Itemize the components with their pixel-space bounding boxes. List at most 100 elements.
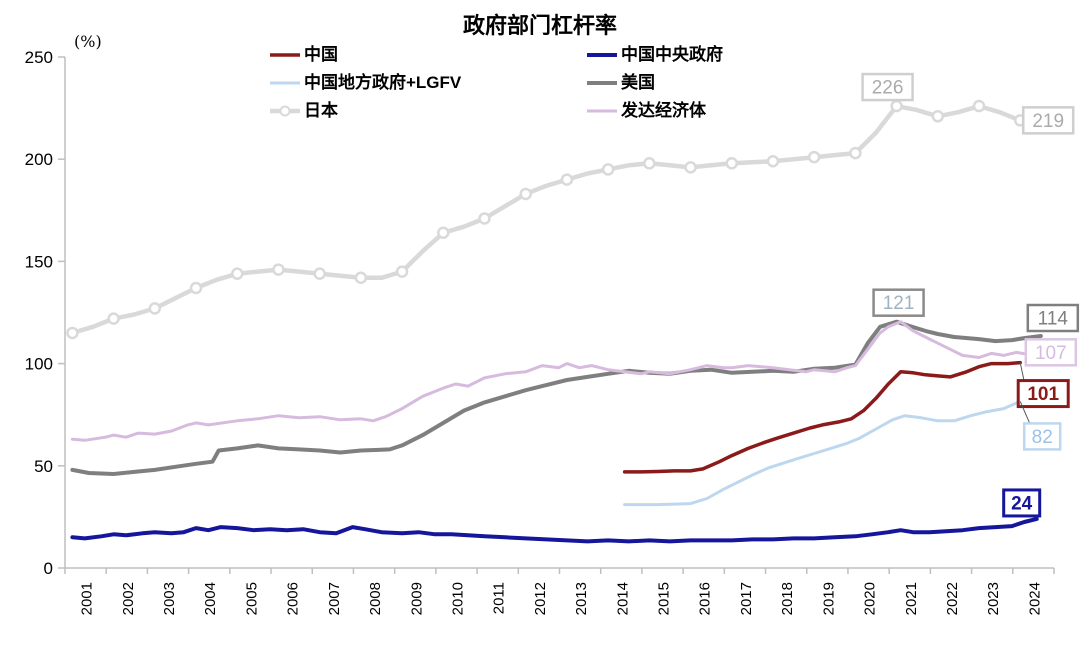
series-marker-japan: [766, 154, 780, 168]
series-marker-japan: [148, 302, 162, 315]
series-marker-japan: [313, 267, 326, 280]
x-tick-label: 2020: [862, 582, 879, 615]
legend-item-developed: 发达经济体: [585, 100, 723, 121]
series-marker-japan: [66, 326, 79, 340]
series-marker-japan: [725, 157, 739, 170]
callout-value-us: 121: [883, 293, 915, 314]
x-tick-label: 2018: [779, 582, 796, 615]
callout-box-82: [1022, 422, 1062, 451]
x-tick-label: 2021: [903, 582, 920, 615]
y-tick-label: 150: [25, 252, 53, 271]
legend-label-central: 中国中央政府: [621, 45, 723, 64]
legend-item-central: 中国中央政府: [585, 44, 723, 65]
x-tick-label: 2019: [820, 582, 837, 615]
x-tick-label: 2003: [161, 582, 178, 615]
x-tick-label: 2002: [120, 582, 137, 615]
x-tick-label: 2005: [243, 582, 260, 615]
series-marker-japan: [395, 265, 409, 278]
callout-box-101: [1016, 379, 1070, 409]
series-marker-japan: [684, 161, 697, 174]
legend-label-us: 美国: [621, 73, 655, 92]
x-tick-label: 2014: [614, 582, 631, 615]
series-marker-japan: [478, 212, 491, 225]
series-marker-japan: [972, 99, 986, 113]
x-tick-label: 2011: [491, 582, 508, 614]
x-tick-label: 2024: [1026, 582, 1043, 615]
series-marker-japan: [107, 312, 120, 325]
callout-value-lgfv: 82: [1032, 427, 1053, 448]
callout-value-central: 24: [1011, 493, 1033, 514]
legend: 中国 中国中央政府中国地方政府+LGFV 美国日本 发达经济体: [268, 44, 723, 121]
callout-box-226: [861, 72, 914, 102]
x-tick-label: 2010: [449, 582, 466, 615]
x-tick-label: 2016: [697, 582, 714, 615]
legend-swatch-marker: [279, 105, 291, 116]
y-axis-unit-label: (%): [74, 32, 102, 51]
x-tick-label: 2017: [738, 582, 755, 615]
legend-swatch-lgfv: [270, 81, 300, 84]
series-line-us: [70, 319, 1043, 476]
series-marker-japan: [849, 146, 862, 160]
x-tick-label: 2001: [79, 582, 96, 615]
legend-item-japan: 日本: [268, 100, 585, 121]
callout-value-developed: 107: [1035, 343, 1067, 364]
callout-box-114: [1026, 303, 1080, 333]
legend-item-us: 美国: [585, 72, 723, 93]
legend-swatch-china: [270, 52, 300, 57]
legend-swatch-developed: [587, 109, 617, 112]
legend-label-developed: 发达经济体: [621, 101, 706, 120]
y-tick-label: 250: [25, 48, 53, 67]
chart-title: 政府部门杠杆率: [462, 13, 617, 38]
series-marker-japan: [519, 187, 532, 201]
callout-value-japan: 219: [1032, 111, 1064, 132]
series-marker-japan: [560, 173, 574, 186]
callout-value-us: 114: [1038, 309, 1069, 330]
callout-leader-line: [1019, 362, 1025, 382]
callout-box-121: [872, 288, 925, 317]
callout-value-japan: 226: [872, 78, 904, 99]
series-marker-japan: [437, 226, 450, 240]
series-marker-japan: [601, 163, 615, 176]
callout-box-107: [1024, 338, 1078, 367]
x-tick-label: 2007: [326, 582, 343, 615]
y-tick-label: 50: [34, 457, 53, 476]
callout-box-219: [1021, 106, 1075, 135]
y-tick-label: 100: [25, 355, 53, 374]
x-tick-label: 2023: [985, 582, 1002, 615]
y-tick-label: 200: [25, 150, 53, 169]
series-marker-japan: [272, 263, 285, 276]
callout-value-china: 101: [1027, 384, 1059, 405]
series-marker-japan: [931, 110, 945, 123]
legend-item-lgfv: 中国地方政府+LGFV: [268, 72, 585, 93]
legend-label-lgfv: 中国地方政府+LGFV: [304, 73, 462, 92]
series-line-central: [70, 516, 1039, 544]
x-tick-label: 2012: [532, 582, 549, 615]
x-tick-label: 2015: [656, 582, 673, 615]
x-tick-label: 2022: [944, 582, 961, 615]
series-marker-japan: [354, 271, 368, 285]
x-tick-label: 2008: [367, 582, 384, 615]
series-line-japan: [70, 103, 1023, 336]
legend-swatch-japan: [270, 105, 300, 116]
x-tick-label: 2009: [408, 582, 425, 615]
series-marker-japan: [890, 99, 903, 113]
series-marker-japan: [643, 157, 656, 170]
x-tick-label: 2006: [285, 582, 302, 615]
y-tick-label: 0: [44, 559, 53, 578]
series-marker-japan: [189, 281, 203, 295]
series-marker-japan: [231, 267, 244, 280]
legend-label-china: 中国: [304, 45, 338, 64]
x-tick-label: 2013: [573, 582, 590, 615]
legend-label-japan: 日本: [304, 101, 338, 120]
legend-swatch-central: [587, 52, 617, 57]
x-tick-label: 2004: [202, 582, 219, 615]
series-line-lgfv: [623, 399, 1022, 507]
series-line-developed: [70, 320, 1043, 442]
legend-swatch-us: [587, 80, 617, 85]
series-line-china: [622, 360, 1022, 474]
callout-leader-line: [1019, 401, 1031, 425]
callout-box-24: [1002, 488, 1042, 518]
legend-item-china: 中国: [268, 44, 585, 65]
